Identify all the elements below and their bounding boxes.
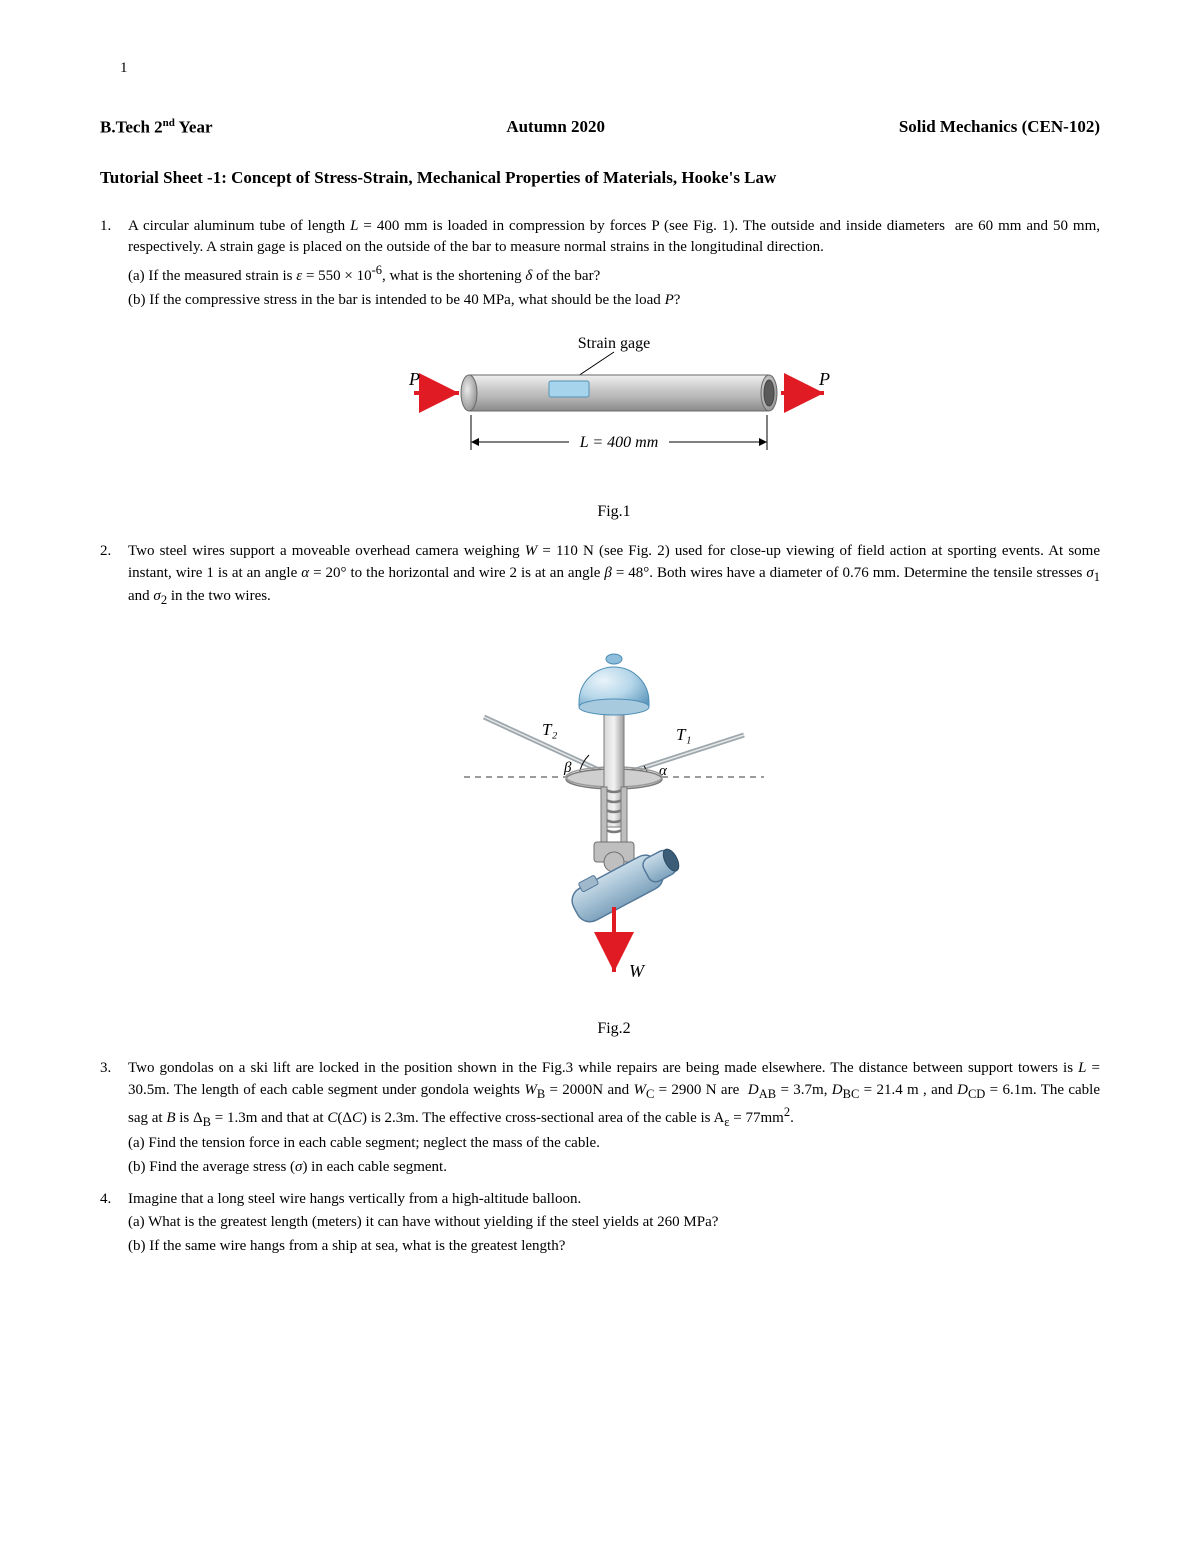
fig1-caption: Fig.1: [128, 500, 1100, 523]
header-left: B.Tech 2nd Year: [100, 117, 213, 138]
problem-sub: (a) What is the greatest length (meters)…: [128, 1212, 1100, 1234]
problem-list: 1. A circular aluminum tube of length L …: [100, 216, 1100, 1260]
problem-text: Imagine that a long steel wire hangs ver…: [128, 1189, 1100, 1211]
problem-text: A circular aluminum tube of length L = 4…: [128, 216, 1100, 260]
problem-4: 4. Imagine that a long steel wire hangs …: [100, 1189, 1100, 1260]
fig1-P-right: P: [818, 369, 830, 389]
problem-sub: (b) Find the average stress (σ) in each …: [128, 1157, 1100, 1179]
problem-1: 1. A circular aluminum tube of length L …: [100, 216, 1100, 533]
problem-text: Two gondolas on a ski lift are locked in…: [128, 1058, 1100, 1131]
fig2-T2-label: T₂: [542, 720, 557, 739]
problem-3: 3. Two gondolas on a ski lift are locked…: [100, 1058, 1100, 1181]
problem-number: 2.: [100, 541, 128, 1050]
figure-1: Strain gage P P: [389, 330, 839, 490]
doc-header: B.Tech 2nd Year Autumn 2020 Solid Mechan…: [100, 117, 1100, 138]
problem-2: 2. Two steel wires support a moveable ov…: [100, 541, 1100, 1050]
header-center: Autumn 2020: [506, 117, 605, 138]
fig2-W-label: W: [629, 961, 646, 981]
header-right: Solid Mechanics (CEN-102): [899, 117, 1100, 138]
problem-sub: (a) If the measured strain is ε = 550 × …: [128, 261, 1100, 288]
problem-sub: (b) If the compressive stress in the bar…: [128, 290, 1100, 312]
problem-number: 3.: [100, 1058, 128, 1181]
problem-sub: (b) If the same wire hangs from a ship a…: [128, 1236, 1100, 1258]
problem-sub: (a) Find the tension force in each cable…: [128, 1133, 1100, 1155]
fig1-P-left: P: [408, 369, 420, 389]
problem-text: Two steel wires support a moveable overh…: [128, 541, 1100, 609]
fig1-strain-gage-label: Strain gage: [578, 335, 650, 352]
figure-2: T₂ T₁ α β: [444, 627, 784, 1007]
problem-number: 1.: [100, 216, 128, 533]
page: 1 B.Tech 2nd Year Autumn 2020 Solid Mech…: [0, 0, 1200, 1553]
problem-number: 4.: [100, 1189, 128, 1260]
fig1-dimension-label: L = 400 mm: [579, 434, 659, 451]
fig2-caption: Fig.2: [128, 1017, 1100, 1040]
page-number: 1: [120, 60, 1100, 77]
fig2-T1-label: T₁: [676, 725, 691, 744]
tutorial-title: Tutorial Sheet -1: Concept of Stress-Str…: [100, 168, 1100, 188]
